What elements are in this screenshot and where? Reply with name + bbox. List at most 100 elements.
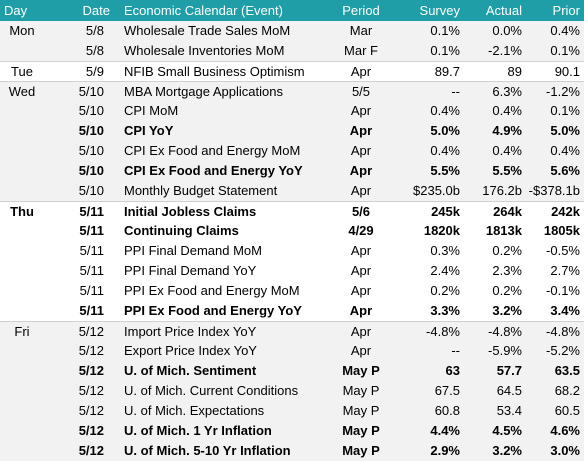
- event-cell: MBA Mortgage Applications: [124, 84, 283, 99]
- survey-cell: $235.0b: [413, 183, 460, 198]
- period-cell: Apr: [350, 263, 372, 278]
- period-cell: Apr: [349, 123, 373, 138]
- prior-cell: 5.0%: [550, 123, 580, 138]
- event-row: 5/8 Wholesale Inventories MoM Mar F 0.1% -2.…: [0, 41, 584, 61]
- date-cell: 5/12: [78, 324, 104, 339]
- period-cell: Apr: [350, 324, 372, 339]
- event-row: 5/12 U. of Mich. Expectations May P 60.8 53.…: [0, 401, 584, 421]
- event-row: 5/11 PPI Ex Food and Energy MoM Apr 0.2% 0.2…: [0, 281, 584, 301]
- prior-cell: 60.5: [554, 403, 580, 418]
- actual-cell: 3.2%: [492, 443, 522, 458]
- prior-cell: -1.2%: [546, 84, 580, 99]
- period-cell: May P: [342, 423, 380, 438]
- period-cell: Apr: [350, 343, 372, 358]
- event-cell: CPI MoM: [124, 103, 179, 118]
- date-cell: 5/10: [78, 163, 104, 178]
- actual-cell: 4.9%: [492, 123, 522, 138]
- period-cell: May P: [342, 443, 380, 458]
- event-row: 5/10 CPI YoY Apr 5.0% 4.9% 5.0%: [0, 121, 584, 141]
- survey-cell: 0.4%: [430, 103, 460, 118]
- survey-cell: 63: [445, 363, 460, 378]
- period-cell: Apr: [350, 143, 372, 158]
- date-cell: 5/11: [79, 223, 104, 238]
- event-cell: CPI YoY: [124, 123, 174, 138]
- event-row: 5/11 Continuing Claims 4/29 1820k 1813k 1805k: [0, 221, 584, 241]
- actual-cell: 0.4%: [492, 143, 522, 158]
- date-cell: 5/12: [78, 383, 104, 398]
- prior-cell: 3.4%: [550, 303, 580, 318]
- survey-cell: 0.3%: [430, 243, 460, 258]
- actual-cell: 4.5%: [492, 423, 522, 438]
- day-cell: Wed: [8, 84, 36, 99]
- date-cell: 5/10: [78, 123, 104, 138]
- event-row: 5/12 Export Price Index YoY Apr -- -5.9% -5.2…: [0, 341, 584, 361]
- survey-cell: --: [451, 84, 460, 99]
- survey-cell: 60.8: [434, 403, 460, 418]
- date-cell: 5/12: [78, 443, 104, 458]
- event-row: 5/12 U. of Mich. Current Conditions May P 6…: [0, 381, 584, 401]
- actual-cell: 176.2b: [482, 183, 522, 198]
- day-cell: Fri: [14, 324, 30, 339]
- actual-cell: 1813k: [485, 223, 522, 238]
- actual-cell: -4.8%: [488, 324, 522, 339]
- date-cell: 5/10: [78, 143, 104, 158]
- prior-cell: -0.5%: [546, 243, 580, 258]
- actual-cell: 2.3%: [492, 263, 522, 278]
- column-header: Survey: [419, 3, 460, 18]
- prior-cell: 68.2: [554, 383, 580, 398]
- actual-cell: 57.7: [496, 363, 522, 378]
- prior-cell: 0.4%: [550, 143, 580, 158]
- prior-cell: 242k: [551, 204, 580, 219]
- date-cell: 5/11: [79, 303, 104, 318]
- survey-cell: 4.4%: [430, 423, 460, 438]
- period-cell: Apr: [349, 303, 373, 318]
- prior-cell: 5.6%: [550, 163, 580, 178]
- actual-cell: 64.5: [496, 383, 522, 398]
- event-cell: NFIB Small Business Optimism: [124, 64, 305, 79]
- event-row: 5/11 PPI Final Demand MoM Apr 0.3% 0.2% -0.5%: [0, 241, 584, 261]
- actual-cell: -5.9%: [488, 343, 522, 358]
- period-cell: 4/29: [348, 223, 374, 238]
- prior-cell: 2.7%: [550, 263, 580, 278]
- event-cell: U. of Mich. 1 Yr Inflation: [124, 423, 272, 438]
- event-cell: PPI Ex Food and Energy YoY: [124, 303, 302, 318]
- column-header: Actual: [485, 3, 522, 18]
- date-cell: 5/11: [79, 263, 104, 278]
- prior-cell: -4.8%: [546, 324, 580, 339]
- column-header: Economic Calendar (Event): [124, 3, 283, 18]
- event-cell: Wholesale Inventories MoM: [124, 43, 285, 58]
- event-row: Wed 5/10 MBA Mortgage Applications 5/5 -- 6.3…: [0, 81, 584, 101]
- period-cell: Apr: [350, 243, 372, 258]
- survey-cell: 3.3%: [430, 303, 460, 318]
- prior-cell: 90.1: [554, 64, 580, 79]
- period-cell: Apr: [349, 163, 373, 178]
- date-cell: 5/11: [79, 243, 104, 258]
- period-cell: Apr: [350, 103, 372, 118]
- period-cell: May P: [342, 403, 380, 418]
- period-cell: Apr: [350, 283, 372, 298]
- date-cell: 5/8: [85, 43, 104, 58]
- actual-cell: 0.2%: [492, 243, 522, 258]
- period-cell: May P: [342, 363, 380, 378]
- event-cell: PPI Final Demand MoM: [124, 243, 262, 258]
- prior-cell: 0.1%: [550, 103, 580, 118]
- column-header: Date: [82, 3, 110, 18]
- survey-cell: 2.4%: [430, 263, 460, 278]
- date-cell: 5/12: [78, 343, 104, 358]
- prior-cell: 0.1%: [550, 43, 580, 58]
- survey-cell: 5.5%: [430, 163, 460, 178]
- event-row: 5/12 U. of Mich. 1 Yr Inflation May P 4.4% 4…: [0, 421, 584, 441]
- event-cell: U. of Mich. Sentiment: [124, 363, 257, 378]
- survey-cell: 1820k: [423, 223, 460, 238]
- actual-cell: 0.0%: [492, 23, 522, 38]
- event-cell: Export Price Index YoY: [124, 343, 257, 358]
- date-cell: 5/8: [85, 23, 104, 38]
- event-cell: Monthly Budget Statement: [124, 183, 278, 198]
- date-cell: 5/10: [78, 103, 104, 118]
- event-cell: CPI Ex Food and Energy YoY: [124, 163, 303, 178]
- event-cell: PPI Final Demand YoY: [124, 263, 257, 278]
- survey-cell: 0.4%: [430, 143, 460, 158]
- event-row: 5/10 CPI Ex Food and Energy MoM Apr 0.4% 0.4…: [0, 141, 584, 161]
- prior-cell: -5.2%: [546, 343, 580, 358]
- actual-cell: 5.5%: [492, 163, 522, 178]
